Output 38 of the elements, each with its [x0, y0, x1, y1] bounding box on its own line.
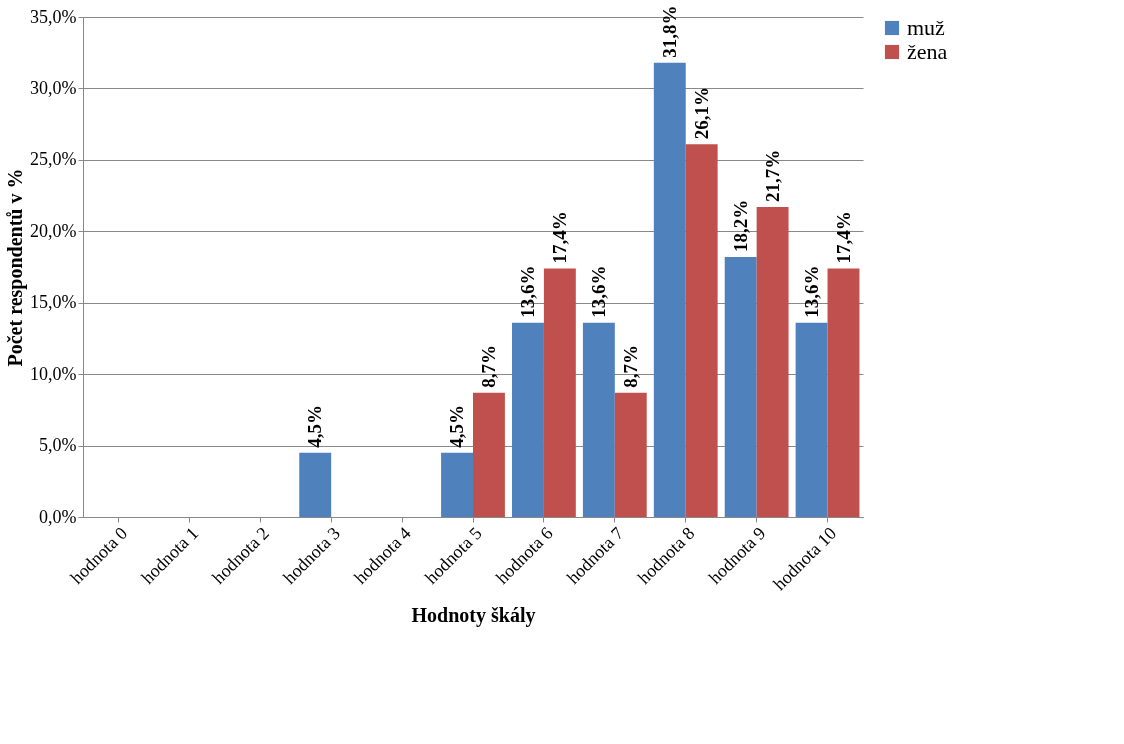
bar	[724, 257, 757, 517]
legend-label: žena	[907, 39, 948, 64]
y-tick-label: 0,0%	[39, 506, 77, 527]
bar	[512, 322, 544, 517]
legend-label: muž	[907, 15, 946, 40]
x-axis-title: Hodnoty škály	[411, 604, 536, 628]
data-label: 18,2%	[729, 199, 751, 252]
bar	[582, 322, 615, 517]
y-tick-label: 25,0%	[30, 149, 77, 170]
bar	[299, 452, 332, 517]
data-label: 8,7%	[619, 344, 641, 388]
data-label: 17,4%	[548, 211, 570, 264]
bar	[685, 144, 718, 517]
data-label: 13,6%	[800, 265, 822, 318]
y-tick-label: 10,0%	[30, 363, 77, 384]
bar	[653, 62, 686, 517]
bar	[795, 322, 828, 517]
y-tick-label: 20,0%	[30, 220, 77, 241]
y-tick-label: 35,0%	[30, 6, 77, 27]
data-label: 4,5%	[446, 404, 468, 448]
data-label: 26,1%	[690, 86, 712, 140]
data-label: 31,8%	[658, 5, 680, 58]
data-label: 21,7%	[761, 149, 783, 202]
data-label: 4,5%	[304, 404, 326, 448]
bar	[543, 268, 576, 517]
bar	[756, 207, 789, 517]
bar	[441, 452, 473, 517]
bar	[614, 392, 647, 517]
data-label: 17,4%	[832, 211, 854, 264]
y-tick-label: 30,0%	[30, 77, 77, 98]
bar	[827, 268, 860, 517]
y-tick-label: 5,0%	[39, 435, 77, 456]
y-tick-label: 15,0%	[30, 292, 77, 313]
y-axis-title: Počet respondentů v %	[4, 168, 28, 367]
bar	[473, 392, 505, 517]
data-label: 13,6%	[516, 265, 538, 318]
data-label: 8,7%	[477, 344, 499, 388]
data-label: 13,6%	[587, 265, 609, 318]
